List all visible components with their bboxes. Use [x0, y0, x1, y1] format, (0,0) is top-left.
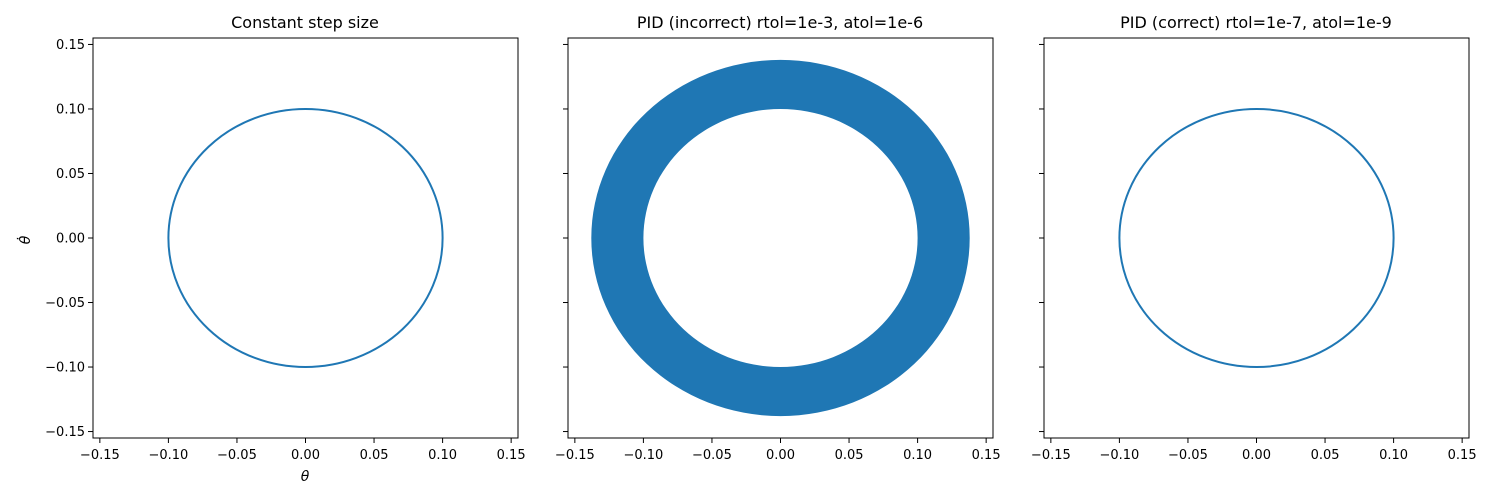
- panel-1-y-tick-label: −0.05: [45, 296, 85, 311]
- panel-1-x-tick-label: −0.10: [148, 448, 188, 463]
- panel-1-x-tick-label: −0.15: [80, 448, 120, 463]
- panel-2-y-ticks: [563, 43, 568, 433]
- panel-2: PID (incorrect) rtol=1e-3, atol=1e-6 −0.…: [555, 13, 1001, 463]
- panel-3-x-tick-label: −0.10: [1099, 448, 1139, 463]
- panel-1-x-tick-label: 0.00: [291, 448, 320, 463]
- panel-1-plot: [167, 107, 444, 369]
- panel-1: Constant step size −0.15 −0.10 −0.05 0.00 0.…: [16, 13, 525, 485]
- panel-3-x-tick-label: −0.15: [1031, 448, 1071, 463]
- panel-1-y-tick-label: 0.05: [56, 167, 85, 182]
- panel-1-y-tick-label: −0.10: [45, 361, 85, 376]
- panel-1-y-ticks: −0.15 −0.10 −0.05 0.00 0.05 0.10 0.15: [45, 38, 93, 440]
- panel-3-y-ticks: [1039, 43, 1044, 433]
- panel-1-y-tick-label: −0.15: [45, 425, 85, 440]
- panel-2-x-tick-label: 0.15: [972, 448, 1001, 463]
- panel-1-x-tick-label: 0.05: [360, 448, 389, 463]
- panel-1-title: Constant step size: [231, 13, 379, 32]
- panel-2-title: PID (incorrect) rtol=1e-3, atol=1e-6: [637, 13, 923, 32]
- panel-3-x-tick-label: −0.05: [1168, 448, 1208, 463]
- panel-1-y-axis-label: θ̇: [16, 235, 34, 244]
- panel-1-x-axis-label: θ: [301, 469, 310, 485]
- panel-3-x-tick-label: 0.05: [1311, 448, 1340, 463]
- panel-1-x-ticks: −0.15 −0.10 −0.05 0.00 0.05 0.10 0.15: [80, 438, 526, 463]
- panel-1-x-tick-label: 0.15: [497, 448, 526, 463]
- panel-2-x-tick-label: −0.10: [623, 448, 663, 463]
- panel-3-x-tick-label: 0.10: [1379, 448, 1408, 463]
- panel-3-x-ticks: −0.15 −0.10 −0.05 0.00 0.05 0.10 0.15: [1031, 438, 1477, 463]
- panel-2-x-tick-label: −0.05: [692, 448, 732, 463]
- panel-2-x-ticks: −0.15 −0.10 −0.05 0.00 0.05 0.10 0.15: [555, 438, 1001, 463]
- panel-2-x-tick-label: 0.00: [766, 448, 795, 463]
- panel-3-x-tick-label: 0.15: [1448, 448, 1477, 463]
- panel-1-y-tick-label: 0.10: [56, 102, 85, 117]
- panel-3-series-0-trajectory: [1118, 107, 1395, 369]
- panel-3: PID (correct) rtol=1e-7, atol=1e-9 −0.15…: [1031, 13, 1477, 463]
- panel-2-x-tick-label: 0.10: [903, 448, 932, 463]
- panel-2-x-tick-label: −0.15: [555, 448, 595, 463]
- panel-1-x-tick-label: 0.10: [428, 448, 457, 463]
- panel-2-x-tick-label: 0.05: [835, 448, 864, 463]
- panel-1-y-tick-label: 0.15: [56, 38, 85, 53]
- panel-3-title: PID (correct) rtol=1e-7, atol=1e-9: [1120, 13, 1392, 32]
- panel-1-y-tick-label: 0.00: [56, 232, 85, 247]
- panel-3-x-tick-label: 0.00: [1242, 448, 1271, 463]
- panel-3-plot: [1118, 107, 1395, 369]
- panel-1-x-tick-label: −0.05: [217, 448, 257, 463]
- panel-1-series-0-trajectory: [167, 107, 444, 369]
